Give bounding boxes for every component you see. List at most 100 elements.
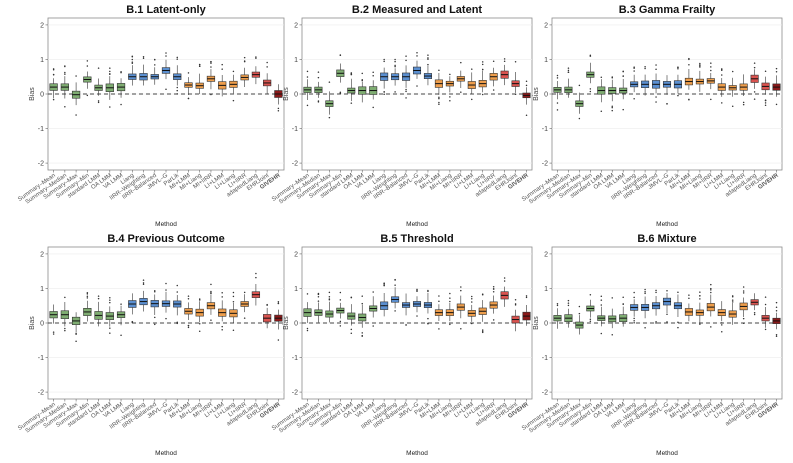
box-13	[184, 295, 193, 329]
outlier-point	[699, 62, 701, 65]
box-6	[608, 297, 617, 336]
outlier-point	[109, 332, 111, 334]
outlier-point	[427, 58, 429, 60]
outlier-point	[154, 59, 156, 61]
outlier-point	[655, 289, 657, 292]
y-axis-label: Bias	[29, 316, 36, 330]
outlier-point	[210, 93, 212, 96]
outlier-point	[416, 55, 418, 57]
outlier-point	[187, 326, 190, 329]
outlier-point	[492, 290, 495, 293]
outlier-point	[753, 312, 756, 314]
outlier-point	[460, 289, 462, 292]
outlier-point	[210, 290, 212, 293]
outlier-point	[525, 114, 528, 116]
outlier-point	[394, 65, 396, 68]
y-tick-label: 1	[40, 286, 44, 293]
outlier-point	[600, 295, 603, 298]
outlier-point	[277, 107, 280, 110]
outlier-point	[471, 322, 473, 325]
box-9	[391, 278, 400, 312]
outlier-point	[154, 323, 156, 326]
box-16	[218, 63, 227, 97]
box-1	[303, 70, 312, 107]
outlier-point	[492, 285, 495, 288]
y-tick-label: 0	[40, 91, 44, 98]
outlier-point	[677, 67, 679, 70]
box-18	[240, 291, 249, 319]
outlier-point	[86, 94, 89, 97]
outlier-point	[589, 88, 592, 90]
panel-4: B.4 Previous Outcome-2-1012BiasSummary–M…	[17, 233, 285, 457]
outlier-point	[394, 91, 396, 93]
panel-title: B.1 Latent-only	[126, 4, 206, 16]
outlier-point	[666, 313, 668, 316]
outlier-point	[416, 315, 418, 317]
y-axis-label: Bias	[283, 87, 290, 101]
y-axis-label: Bias	[29, 87, 36, 101]
outlier-point	[764, 328, 767, 331]
outlier-point	[688, 294, 690, 296]
x-axis-label: Method	[155, 221, 177, 228]
box-20	[511, 60, 520, 95]
outlier-point	[416, 288, 418, 291]
panel-title: B.5 Threshold	[380, 233, 453, 245]
outlier-point	[775, 309, 778, 312]
outlier-point	[394, 284, 396, 286]
outlier-point	[306, 104, 309, 107]
box-2	[60, 65, 69, 108]
outlier-point	[394, 60, 396, 63]
outlier-point	[600, 110, 603, 112]
box-15	[706, 283, 715, 328]
outlier-point	[622, 70, 624, 73]
box-8	[128, 293, 137, 324]
outlier-point	[589, 318, 592, 321]
outlier-point	[460, 91, 462, 93]
outlier-point	[427, 57, 429, 59]
outlier-point	[350, 102, 353, 104]
outlier-point	[176, 284, 178, 287]
outlier-point	[277, 339, 280, 341]
outlier-point	[232, 295, 235, 298]
box-17	[478, 293, 487, 334]
outlier-point	[427, 54, 429, 56]
outlier-point	[97, 67, 100, 69]
outlier-point	[589, 293, 592, 296]
box-3	[325, 291, 334, 323]
outlier-point	[317, 71, 320, 73]
box-4	[83, 292, 92, 322]
outlier-point	[427, 322, 429, 325]
outlier-point	[525, 84, 528, 87]
box-19	[251, 272, 261, 306]
outlier-point	[644, 288, 646, 291]
outlier-point	[481, 93, 484, 96]
outlier-point	[438, 295, 440, 297]
outlier-point	[255, 57, 257, 59]
outlier-point	[578, 312, 581, 315]
panel-2: B.2 Measured and Latent-2-1012BiasSummar…	[271, 4, 533, 228]
outlier-point	[405, 90, 407, 93]
outlier-point	[481, 293, 484, 295]
box-18	[739, 286, 748, 324]
outlier-point	[277, 110, 280, 112]
outlier-point	[243, 60, 246, 63]
outlier-point	[742, 317, 745, 320]
outlier-point	[449, 73, 451, 76]
box-18	[739, 74, 748, 106]
outlier-point	[699, 295, 701, 297]
outlier-point	[556, 102, 559, 104]
box-7	[619, 296, 628, 327]
outlier-point	[210, 66, 212, 68]
outlier-point	[131, 320, 134, 323]
box-9	[139, 56, 148, 86]
outlier-point	[154, 291, 156, 293]
outlier-point	[600, 332, 603, 335]
outlier-point	[120, 103, 122, 106]
outlier-point	[633, 317, 635, 320]
x-axis-label: Method	[656, 221, 678, 228]
outlier-point	[622, 303, 624, 306]
box-7	[369, 291, 378, 327]
y-tick-label: 2	[294, 251, 298, 258]
box-5	[94, 295, 103, 327]
outlier-point	[514, 299, 517, 301]
